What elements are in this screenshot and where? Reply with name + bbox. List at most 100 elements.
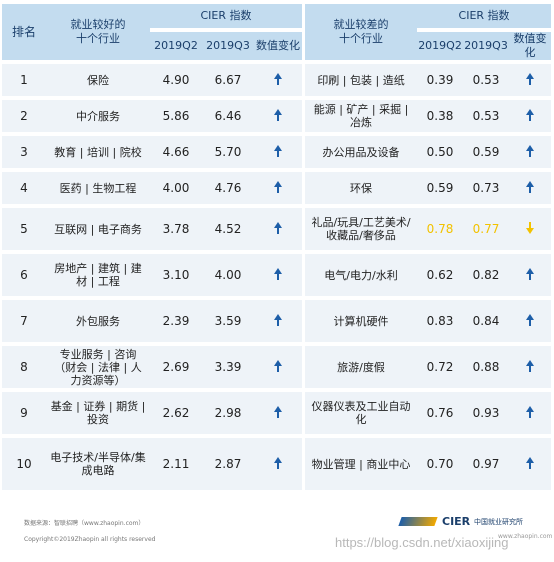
bad-q3-cell: 0.73	[463, 172, 510, 204]
good-q3-cell: 6.46	[202, 100, 254, 132]
rank-cell: 8	[2, 346, 46, 388]
good-q2-cell: 2.11	[150, 438, 202, 490]
good-q2-cell: 4.90	[150, 64, 202, 96]
table-row: 3 教育 | 培训 | 院校 4.66 5.70 办公用品及设备 0.50 0.59	[2, 136, 552, 168]
table-body: 1 保险 4.90 6.67 印刷 | 包装 | 造纸 0.39 0.53 2 中介服务 5.86…	[2, 64, 552, 490]
rank-cell: 6	[2, 254, 46, 296]
arrow-up-icon	[525, 359, 535, 372]
rank-header: 排名	[2, 4, 46, 60]
good-industry-cell: 专业服务 | 咨询（财会 | 法律 | 人力资源等）	[46, 346, 150, 388]
good-q2-cell: 2.69	[150, 346, 202, 388]
bad-change-cell	[509, 254, 552, 296]
good-q2-cell: 3.78	[150, 208, 202, 250]
bad-q2-cell: 0.59	[417, 172, 464, 204]
good-industry-cell: 互联网 | 电子商务	[46, 208, 150, 250]
cier-index-table: 排名 就业较好的 十个行业 CIER 指数 就业较差的 十个行业 CIER 指数…	[2, 0, 552, 494]
good-industry-cell: 中介服务	[46, 100, 150, 132]
good-change-cell	[254, 64, 303, 96]
bad-q2-cell: 0.70	[417, 438, 464, 490]
bad-industry-cell: 旅游/度假	[305, 346, 418, 388]
data-source-note: 数据来源：智联招聘（www.zhaopin.com）	[24, 520, 145, 527]
bad-q2-cell: 0.62	[417, 254, 464, 296]
bad-cier-index-header: CIER 指数	[417, 4, 552, 28]
table-row: 6 房地产 | 建筑 | 建材 | 工程 3.10 4.00 电气/电力/水利 0.62 0…	[2, 254, 552, 296]
good-change-header: 数值变化	[254, 32, 303, 60]
bad-industry-cell: 环保	[305, 172, 418, 204]
logo-institute-name: 中国就业研究所	[474, 518, 523, 526]
table-row: 5 互联网 | 电子商务 3.78 4.52 礼品/玩具/工艺美术/收藏品/奢侈品 0.7…	[2, 208, 552, 250]
bad-q3-cell: 0.53	[463, 64, 510, 96]
rank-cell: 7	[2, 300, 46, 342]
bad-industry-cell: 礼品/玩具/工艺美术/收藏品/奢侈品	[305, 208, 418, 250]
rank-cell: 9	[2, 392, 46, 434]
arrow-up-icon	[273, 180, 283, 193]
good-industry-cell: 教育 | 培训 | 院校	[46, 136, 150, 168]
good-industry-cell: 保险	[46, 64, 150, 96]
bad-q2-header: 2019Q2	[417, 32, 464, 60]
good-q3-cell: 4.00	[202, 254, 254, 296]
good-change-cell	[254, 100, 303, 132]
good-q2-cell: 2.39	[150, 300, 202, 342]
good-change-cell	[254, 346, 303, 388]
bad-change-cell	[509, 346, 552, 388]
table-row: 7 外包服务 2.39 3.59 计算机硬件 0.83 0.84	[2, 300, 552, 342]
bad-industry-cell: 印刷 | 包装 | 造纸	[305, 64, 418, 96]
good-q3-cell: 3.59	[202, 300, 254, 342]
bad-q3-cell: 0.97	[463, 438, 510, 490]
arrow-up-icon	[273, 405, 283, 418]
good-q3-cell: 6.67	[202, 64, 254, 96]
good-industry-cell: 医药 | 生物工程	[46, 172, 150, 204]
bad-industry-cell: 能源 | 矿产 | 采掘 | 冶炼	[305, 100, 418, 132]
bad-industry-cell: 电气/电力/水利	[305, 254, 418, 296]
bad-q3-cell: 0.53	[463, 100, 510, 132]
arrow-down-icon	[525, 221, 535, 234]
rank-cell: 3	[2, 136, 46, 168]
bad-industry-cell: 计算机硬件	[305, 300, 418, 342]
bad-change-header: 数值变化	[509, 32, 552, 60]
cier-logo: CIER 中国就业研究所 www.zhaopin.com	[398, 515, 552, 540]
good-q2-cell: 4.00	[150, 172, 202, 204]
good-change-cell	[254, 254, 303, 296]
good-q3-cell: 2.98	[202, 392, 254, 434]
table-row: 2 中介服务 5.86 6.46 能源 | 矿产 | 采掘 | 冶炼 0.38 0.53	[2, 100, 552, 132]
good-industry-cell: 外包服务	[46, 300, 150, 342]
bad-q3-cell: 0.77	[463, 208, 510, 250]
arrow-up-icon	[525, 144, 535, 157]
good-industry-cell: 基金 | 证券 | 期货 | 投资	[46, 392, 150, 434]
bad-change-cell	[509, 172, 552, 204]
bad-q2-cell: 0.76	[417, 392, 464, 434]
good-q3-cell: 3.39	[202, 346, 254, 388]
good-change-cell	[254, 392, 303, 434]
bad-industries-header: 就业较差的 十个行业	[305, 4, 418, 60]
bad-industry-cell: 办公用品及设备	[305, 136, 418, 168]
arrow-up-icon	[525, 313, 535, 326]
bad-change-cell	[509, 100, 552, 132]
good-q3-header: 2019Q3	[202, 32, 254, 60]
table-row: 8 专业服务 | 咨询（财会 | 法律 | 人力资源等） 2.69 3.39 旅游/度假…	[2, 346, 552, 388]
good-q3-cell: 5.70	[202, 136, 254, 168]
rank-cell: 5	[2, 208, 46, 250]
copyright-note: Copyright©2019Zhaopin all rights reserve…	[24, 536, 156, 543]
table-row: 4 医药 | 生物工程 4.00 4.76 环保 0.59 0.73	[2, 172, 552, 204]
arrow-up-icon	[273, 359, 283, 372]
good-change-cell	[254, 438, 303, 490]
bad-q3-cell: 0.93	[463, 392, 510, 434]
arrow-up-icon	[273, 144, 283, 157]
good-industry-cell: 电子技术/半导体/集成电路	[46, 438, 150, 490]
good-cier-index-header: CIER 指数	[150, 4, 303, 28]
table-row: 10 电子技术/半导体/集成电路 2.11 2.87 物业管理 | 商业中心 0.70 0.…	[2, 438, 552, 490]
good-q2-cell: 5.86	[150, 100, 202, 132]
zhaopin-logo-icon	[398, 517, 438, 526]
bad-q3-header: 2019Q3	[463, 32, 510, 60]
good-q2-cell: 3.10	[150, 254, 202, 296]
rank-cell: 1	[2, 64, 46, 96]
bad-q2-cell: 0.50	[417, 136, 464, 168]
table-row: 1 保险 4.90 6.67 印刷 | 包装 | 造纸 0.39 0.53	[2, 64, 552, 96]
arrow-up-icon	[273, 267, 283, 280]
logo-brand: CIER	[442, 515, 471, 528]
bad-q2-cell: 0.78	[417, 208, 464, 250]
watermark: https://blog.csdn.net/xiaoxijing	[335, 535, 509, 550]
bad-change-cell	[509, 208, 552, 250]
bad-q3-cell: 0.59	[463, 136, 510, 168]
